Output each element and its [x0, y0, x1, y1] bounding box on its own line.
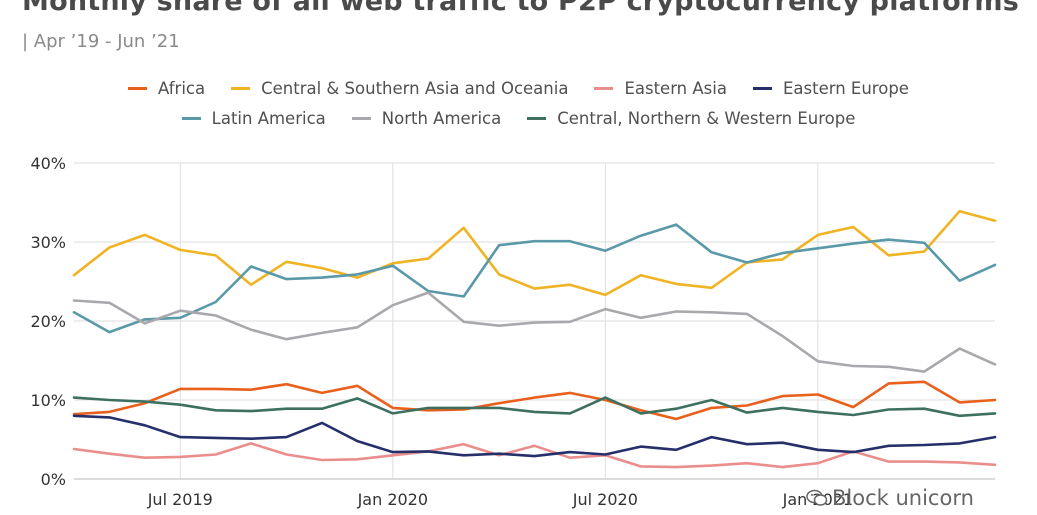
legend-label: Africa — [158, 79, 206, 98]
series-line-central-southern-asia-and-oceania — [72, 209, 997, 297]
legend-label: Eastern Europe — [782, 79, 909, 98]
legend-label: North America — [381, 109, 502, 128]
legend-swatch — [527, 117, 547, 120]
legend-swatch — [231, 87, 251, 90]
legend-item-eastern-asia: Eastern Asia — [594, 79, 727, 98]
y-tick-label: 10% — [30, 391, 66, 410]
x-tick-label: Jul 2019 — [147, 490, 213, 509]
legend-label: Latin America — [211, 109, 326, 128]
x-tick-label: Jul 2020 — [572, 490, 638, 509]
series-line-eastern-asia — [72, 442, 997, 469]
series-line-latin-america — [72, 223, 997, 334]
legend-item-central-southern-asia-oceania: Central & Southern Asia and Oceania — [231, 79, 568, 98]
legend-swatch — [128, 87, 148, 90]
legend-label: Central, Northern & Western Europe — [557, 109, 856, 128]
legend-label: Central & Southern Asia and Oceania — [261, 79, 569, 98]
legend-label: Eastern Asia — [624, 79, 727, 98]
series-line-eastern-europe — [72, 414, 997, 458]
y-tick-label: 20% — [30, 312, 66, 331]
chart-subtitle: | Apr ’19 - Jun ’21 — [22, 31, 180, 52]
series-line-africa — [72, 380, 997, 421]
x-tick-label: Jan 2020 — [357, 490, 428, 509]
legend-item-north-america: North America — [351, 109, 502, 128]
y-tick-label: 30% — [30, 233, 66, 252]
watermark-text: Block unicorn — [832, 486, 974, 510]
legend-swatch — [594, 87, 614, 90]
y-tick-label: 40% — [30, 154, 66, 173]
series-line-central-northern-western-europe — [72, 396, 997, 418]
legend-swatch — [752, 87, 772, 90]
wechat-icon — [806, 489, 828, 506]
legend-row-1: Africa Central & Southern Asia and Ocean… — [0, 79, 1037, 98]
legend-item-central-northern-western-europe: Central, Northern & Western Europe — [527, 109, 855, 128]
series-line-north-america — [72, 291, 997, 373]
legend-item-eastern-europe: Eastern Europe — [752, 79, 909, 98]
grid — [74, 162, 995, 480]
chart-title: Monthly share of all web traffic to P2P … — [22, 0, 1020, 17]
y-tick-label: 0% — [41, 470, 66, 489]
legend-row-2: Latin America North America Central, Nor… — [0, 109, 1037, 128]
legend-item-latin-america: Latin America — [181, 109, 326, 128]
legend-swatch — [351, 117, 371, 120]
legend-item-africa: Africa — [128, 79, 205, 98]
series-lines — [72, 209, 997, 469]
watermark: Block unicorn — [806, 486, 974, 510]
axis-labels: 0%10%20%30%40%Jul 2019 Jan 2020 Jul 2020 Ja… — [30, 154, 853, 509]
legend-swatch — [181, 117, 201, 120]
